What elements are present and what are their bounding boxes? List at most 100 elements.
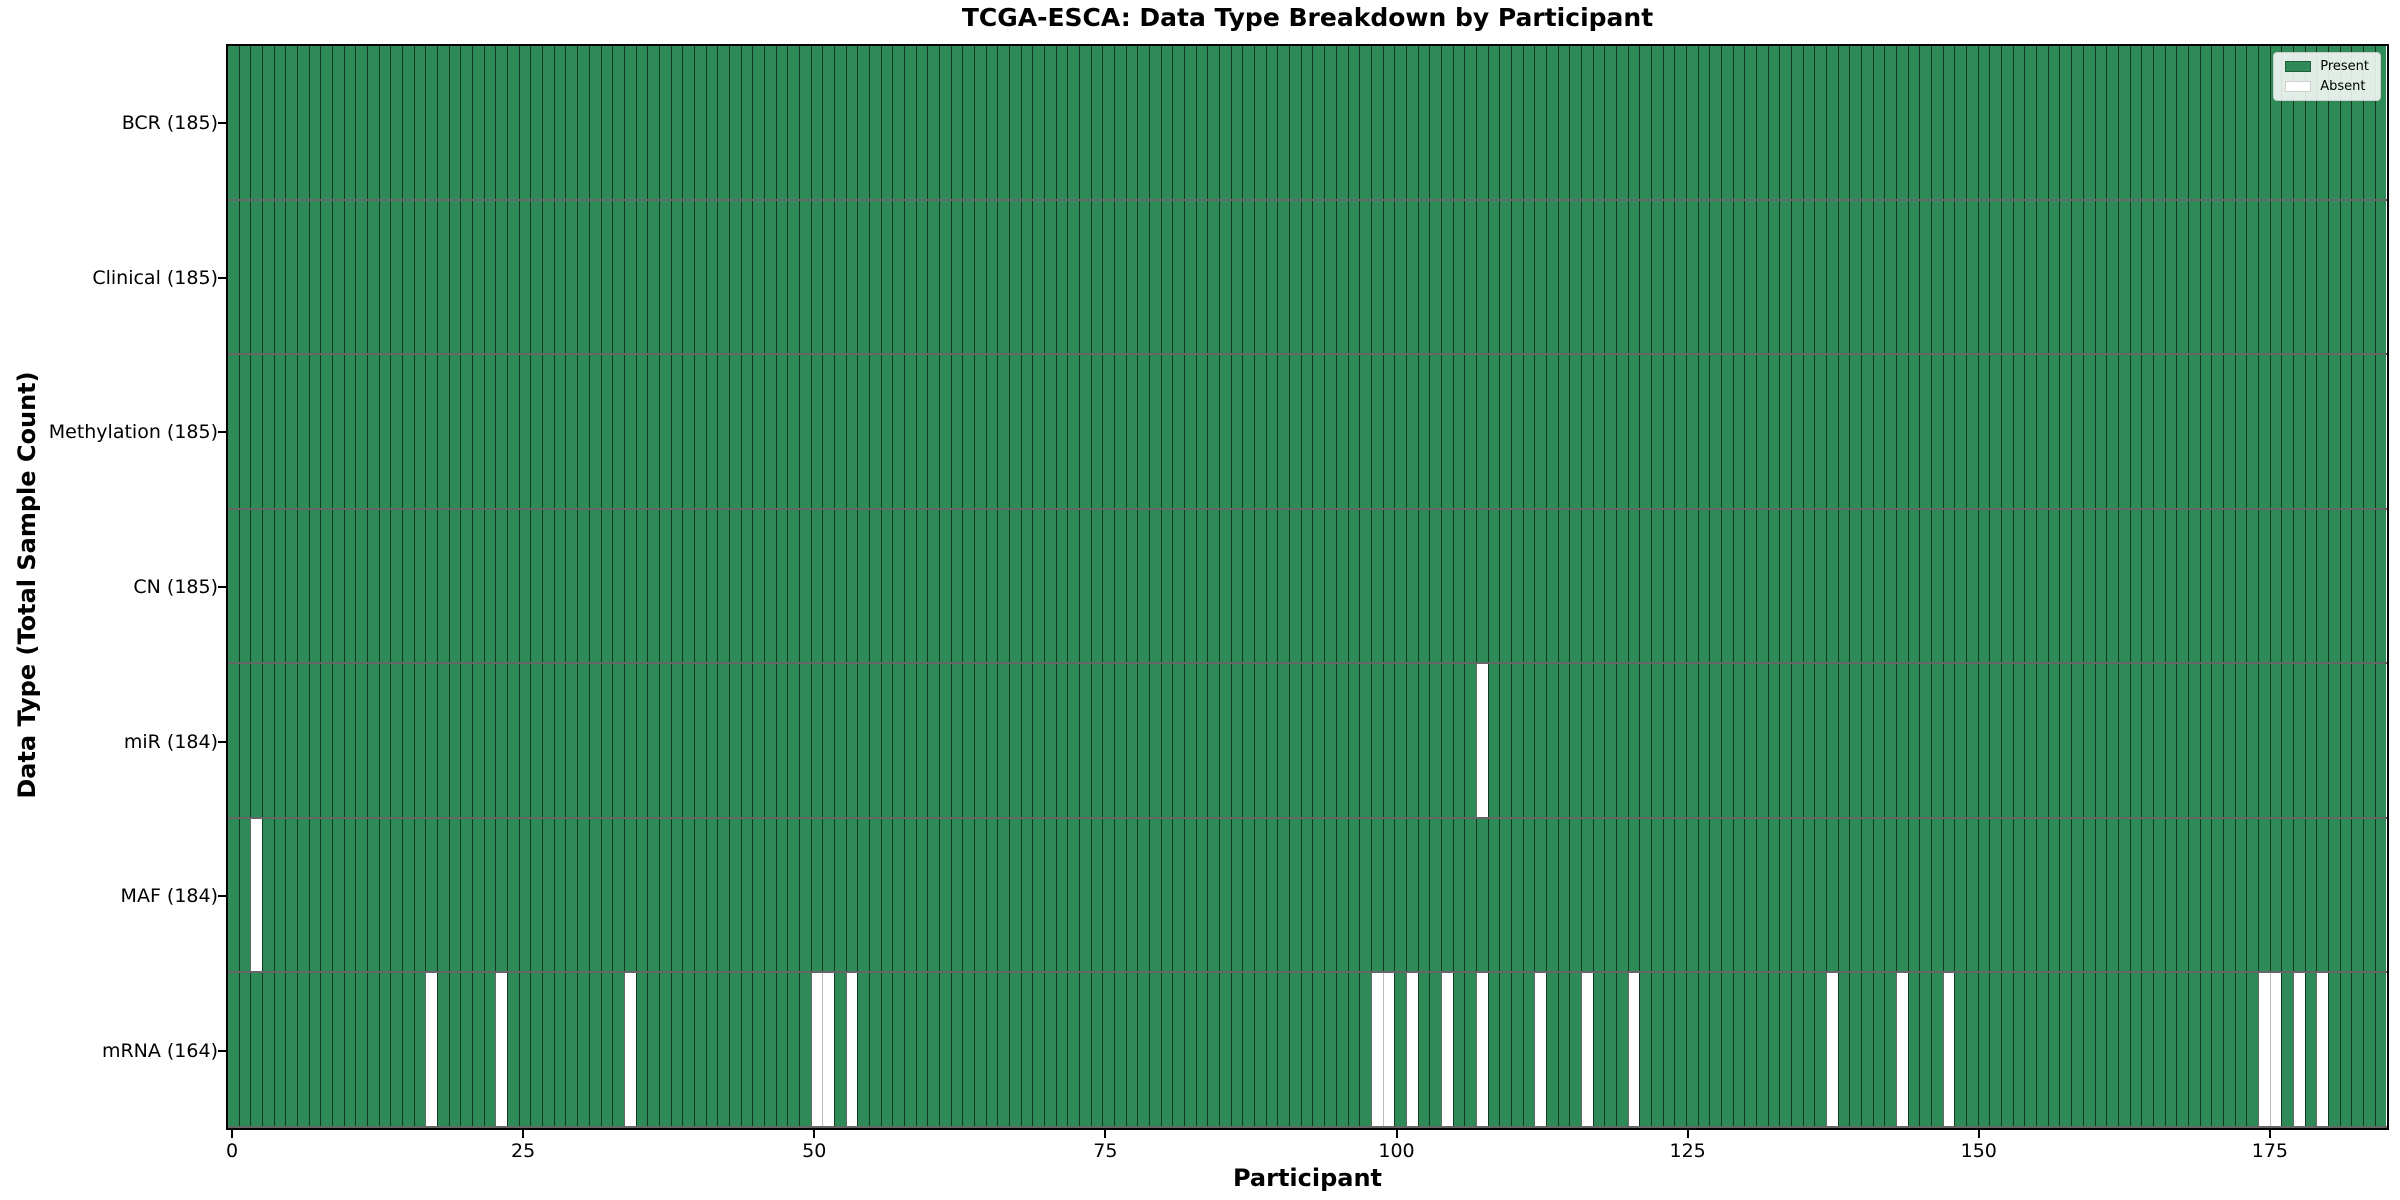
present-cell (1254, 664, 1266, 817)
present-cell (1009, 46, 1021, 199)
present-cell (402, 818, 414, 972)
present-cell (1966, 818, 1978, 972)
present-cell (1055, 818, 1068, 972)
present-cell (1137, 818, 1150, 972)
present-cell (1055, 664, 1068, 817)
absent-cell (623, 973, 636, 1127)
present-cell (600, 200, 613, 354)
present-cell (1079, 664, 1091, 817)
present-cell (2094, 200, 2107, 354)
present-cell (1149, 973, 1161, 1127)
present-cell (1615, 509, 1628, 663)
absent-cell (1534, 973, 1546, 1127)
present-cell (647, 46, 659, 199)
present-cell (962, 355, 974, 508)
present-cell (1592, 973, 1605, 1127)
present-cell (2024, 46, 2037, 199)
present-cell (1242, 818, 1255, 972)
present-cell (2106, 46, 2118, 199)
present-cell (2059, 664, 2072, 817)
present-cell (1849, 355, 1862, 508)
present-cell (1300, 200, 1313, 354)
present-cell (1744, 46, 1757, 199)
present-cell (1277, 664, 1290, 817)
present-cell (997, 200, 1010, 354)
present-cell (1662, 355, 1675, 508)
present-cell (1627, 46, 1640, 199)
present-cell (1849, 509, 1862, 663)
present-cell (285, 818, 298, 972)
present-cell (518, 973, 531, 1127)
present-cell (250, 509, 263, 663)
present-cell (1102, 46, 1115, 199)
present-cell (1779, 509, 1792, 663)
present-cell (623, 818, 636, 972)
present-cell (938, 46, 951, 199)
present-cell (1429, 818, 1441, 972)
present-cell (868, 200, 881, 354)
present-cell (565, 973, 578, 1127)
present-cell (962, 664, 974, 817)
present-cell (1977, 200, 1990, 354)
present-cell (1184, 355, 1196, 508)
present-cell (2082, 509, 2095, 663)
present-cell (460, 509, 473, 663)
present-cell (1674, 664, 1686, 817)
present-cell (1872, 664, 1885, 817)
present-cell (2082, 200, 2095, 354)
present-cell (285, 973, 298, 1127)
present-cell (2362, 973, 2375, 1127)
present-cell (717, 509, 729, 663)
present-cell (1721, 973, 1733, 1127)
present-cell (763, 200, 776, 354)
present-cell (1919, 355, 1932, 508)
present-cell (1896, 46, 1908, 199)
present-cell (1277, 818, 1290, 972)
present-cell (670, 509, 683, 663)
present-cell (1814, 46, 1827, 199)
present-cell (1756, 355, 1768, 508)
present-cell (1405, 46, 1418, 199)
present-cell (530, 46, 543, 199)
present-cell (1032, 818, 1045, 972)
present-cell (2316, 46, 2328, 199)
present-cell (262, 973, 274, 1127)
present-cell (985, 509, 998, 663)
present-cell (658, 664, 671, 817)
legend-item-present: Present (2285, 60, 2369, 73)
present-cell (1090, 973, 1103, 1127)
present-cell (2106, 509, 2118, 663)
present-cell (273, 355, 286, 508)
present-cell (332, 664, 344, 817)
present-cell (437, 355, 449, 508)
present-cell (2269, 509, 2282, 663)
present-cell (682, 509, 694, 663)
present-cell (1756, 818, 1768, 972)
present-cell (1861, 355, 1873, 508)
present-cell (1592, 509, 1605, 663)
present-cell (425, 46, 438, 199)
present-cell (390, 818, 403, 972)
present-cell (460, 664, 473, 817)
present-cell (740, 818, 753, 972)
present-cell (1464, 509, 1476, 663)
present-cell (1219, 973, 1231, 1127)
absent-cell (822, 973, 834, 1127)
present-cell (2071, 355, 2083, 508)
present-cell (1580, 355, 1593, 508)
present-cell (1242, 973, 1255, 1127)
present-cell (1861, 664, 1873, 817)
present-cell (483, 818, 496, 972)
present-cell (2024, 973, 2037, 1127)
present-cell (518, 355, 531, 508)
present-cell (273, 664, 286, 817)
present-cell (250, 200, 263, 354)
present-cell (2012, 46, 2025, 199)
present-cell (2187, 509, 2200, 663)
present-cell (635, 818, 648, 972)
present-cell (1627, 200, 1640, 354)
y-tick-label: BCR (185) (121, 112, 218, 135)
present-cell (2199, 973, 2212, 1127)
present-cell (845, 509, 858, 663)
